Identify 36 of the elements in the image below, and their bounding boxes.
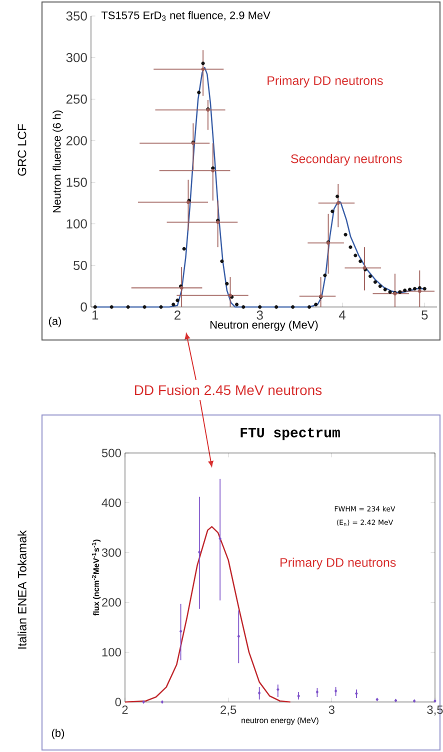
y-tick-label: 200	[66, 136, 87, 146]
y-tick-label: 0	[80, 302, 87, 312]
x-tick-label: 1	[92, 310, 98, 320]
y-tick-label: 250	[66, 94, 87, 104]
x-tick-label: 5	[422, 310, 428, 320]
x-tick-label: 2	[122, 706, 128, 714]
annotation: Primary DD neutrons	[268, 76, 383, 88]
x-axis-title: neutron energy (MeV)	[242, 717, 318, 725]
annotation: Secondary neutrons	[291, 154, 402, 166]
x-tick-label: 3	[256, 310, 263, 320]
y-tick-label: 150	[66, 178, 87, 187]
y-tick-label: 400	[102, 498, 121, 508]
y-tick-label: 300	[66, 52, 87, 62]
y-tick-label: 100	[102, 648, 121, 656]
x-tick-label: 2	[174, 310, 180, 320]
y-tick-label: 350	[66, 11, 87, 21]
y-tick-label: 500	[102, 448, 121, 458]
x-tick-label: 3	[328, 706, 334, 714]
text: (b)	[52, 728, 64, 740]
x-tick-label: 4	[338, 310, 346, 320]
text: Italian ENEA Tokamak	[18, 530, 26, 649]
text: (a)	[48, 316, 62, 328]
annotation: Primary DD neutrons	[280, 558, 396, 570]
y-axis-title: flux (ncm$^{-2}$MeV$^{-1}$s$^{-1}$)	[92, 540, 101, 616]
y-tick-label: 300	[102, 548, 121, 557]
y-tick-label: 200	[102, 598, 121, 607]
chart-title: TS1575 ErD$_{3}$ net fluence, 2.9 MeV	[101, 11, 270, 21]
text: DD Fusion 2.45 MeV neutrons	[134, 384, 322, 396]
text: GRC LCF	[18, 124, 26, 176]
x-axis-title: Neutron energy (MeV)	[210, 320, 318, 331]
y-axis-title: Neutron fluence (6 h)	[52, 110, 63, 212]
x-tick-label: 2,5	[220, 706, 236, 716]
y-tick-label: 100	[66, 219, 87, 228]
y-tick-label: 50	[74, 260, 87, 270]
y-tick-label: 0	[115, 698, 121, 706]
chart-title: FTU spectrum	[240, 428, 340, 440]
